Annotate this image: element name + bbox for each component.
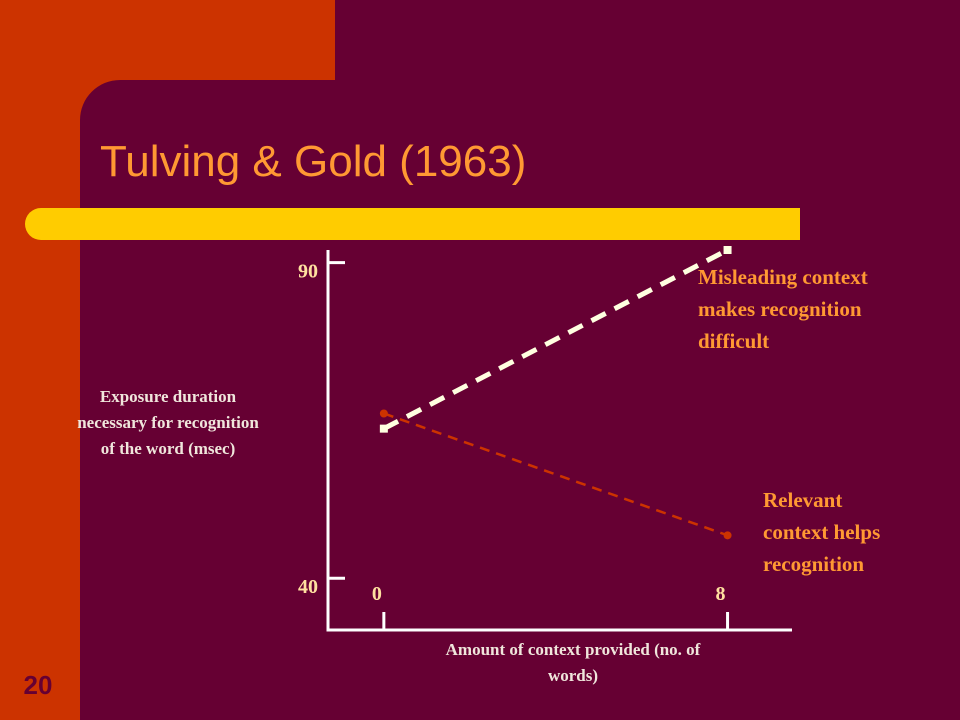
corner-curve: [80, 80, 120, 120]
point-marker: [723, 246, 732, 254]
annotation: Misleading context: [698, 265, 868, 289]
x-tick-label: 0: [372, 583, 382, 605]
x-axis-label: words): [548, 666, 598, 685]
y-axis-label: necessary for recognition: [77, 413, 259, 432]
slide-title: Tulving & Gold (1963): [100, 137, 526, 186]
annotation: difficult: [698, 329, 769, 353]
annotation: context helps: [763, 520, 880, 544]
y-axis-label: of the word (msec): [101, 439, 236, 458]
x-tick-label: 8: [716, 583, 726, 605]
title-bar-body: [60, 208, 800, 240]
slide-number: 20: [24, 670, 53, 700]
series-line: [383, 412, 728, 537]
y-tick-label: 40: [298, 576, 318, 598]
chart: 90 40 0 8 Exposure duration necessary for rec…: [77, 246, 880, 685]
y-axis-label: Exposure duration: [100, 387, 237, 406]
x-axis-label: Amount of context provided (no. of: [446, 640, 701, 659]
side-strip: [0, 0, 80, 720]
annotation: makes recognition: [698, 297, 862, 321]
point-marker: [379, 424, 388, 433]
annotation: recognition: [763, 552, 864, 576]
point-marker: [379, 409, 388, 418]
series-line: [382, 247, 729, 431]
y-tick-label: 90: [298, 261, 318, 283]
point-marker: [723, 531, 732, 540]
annotation: Relevant: [763, 488, 842, 512]
